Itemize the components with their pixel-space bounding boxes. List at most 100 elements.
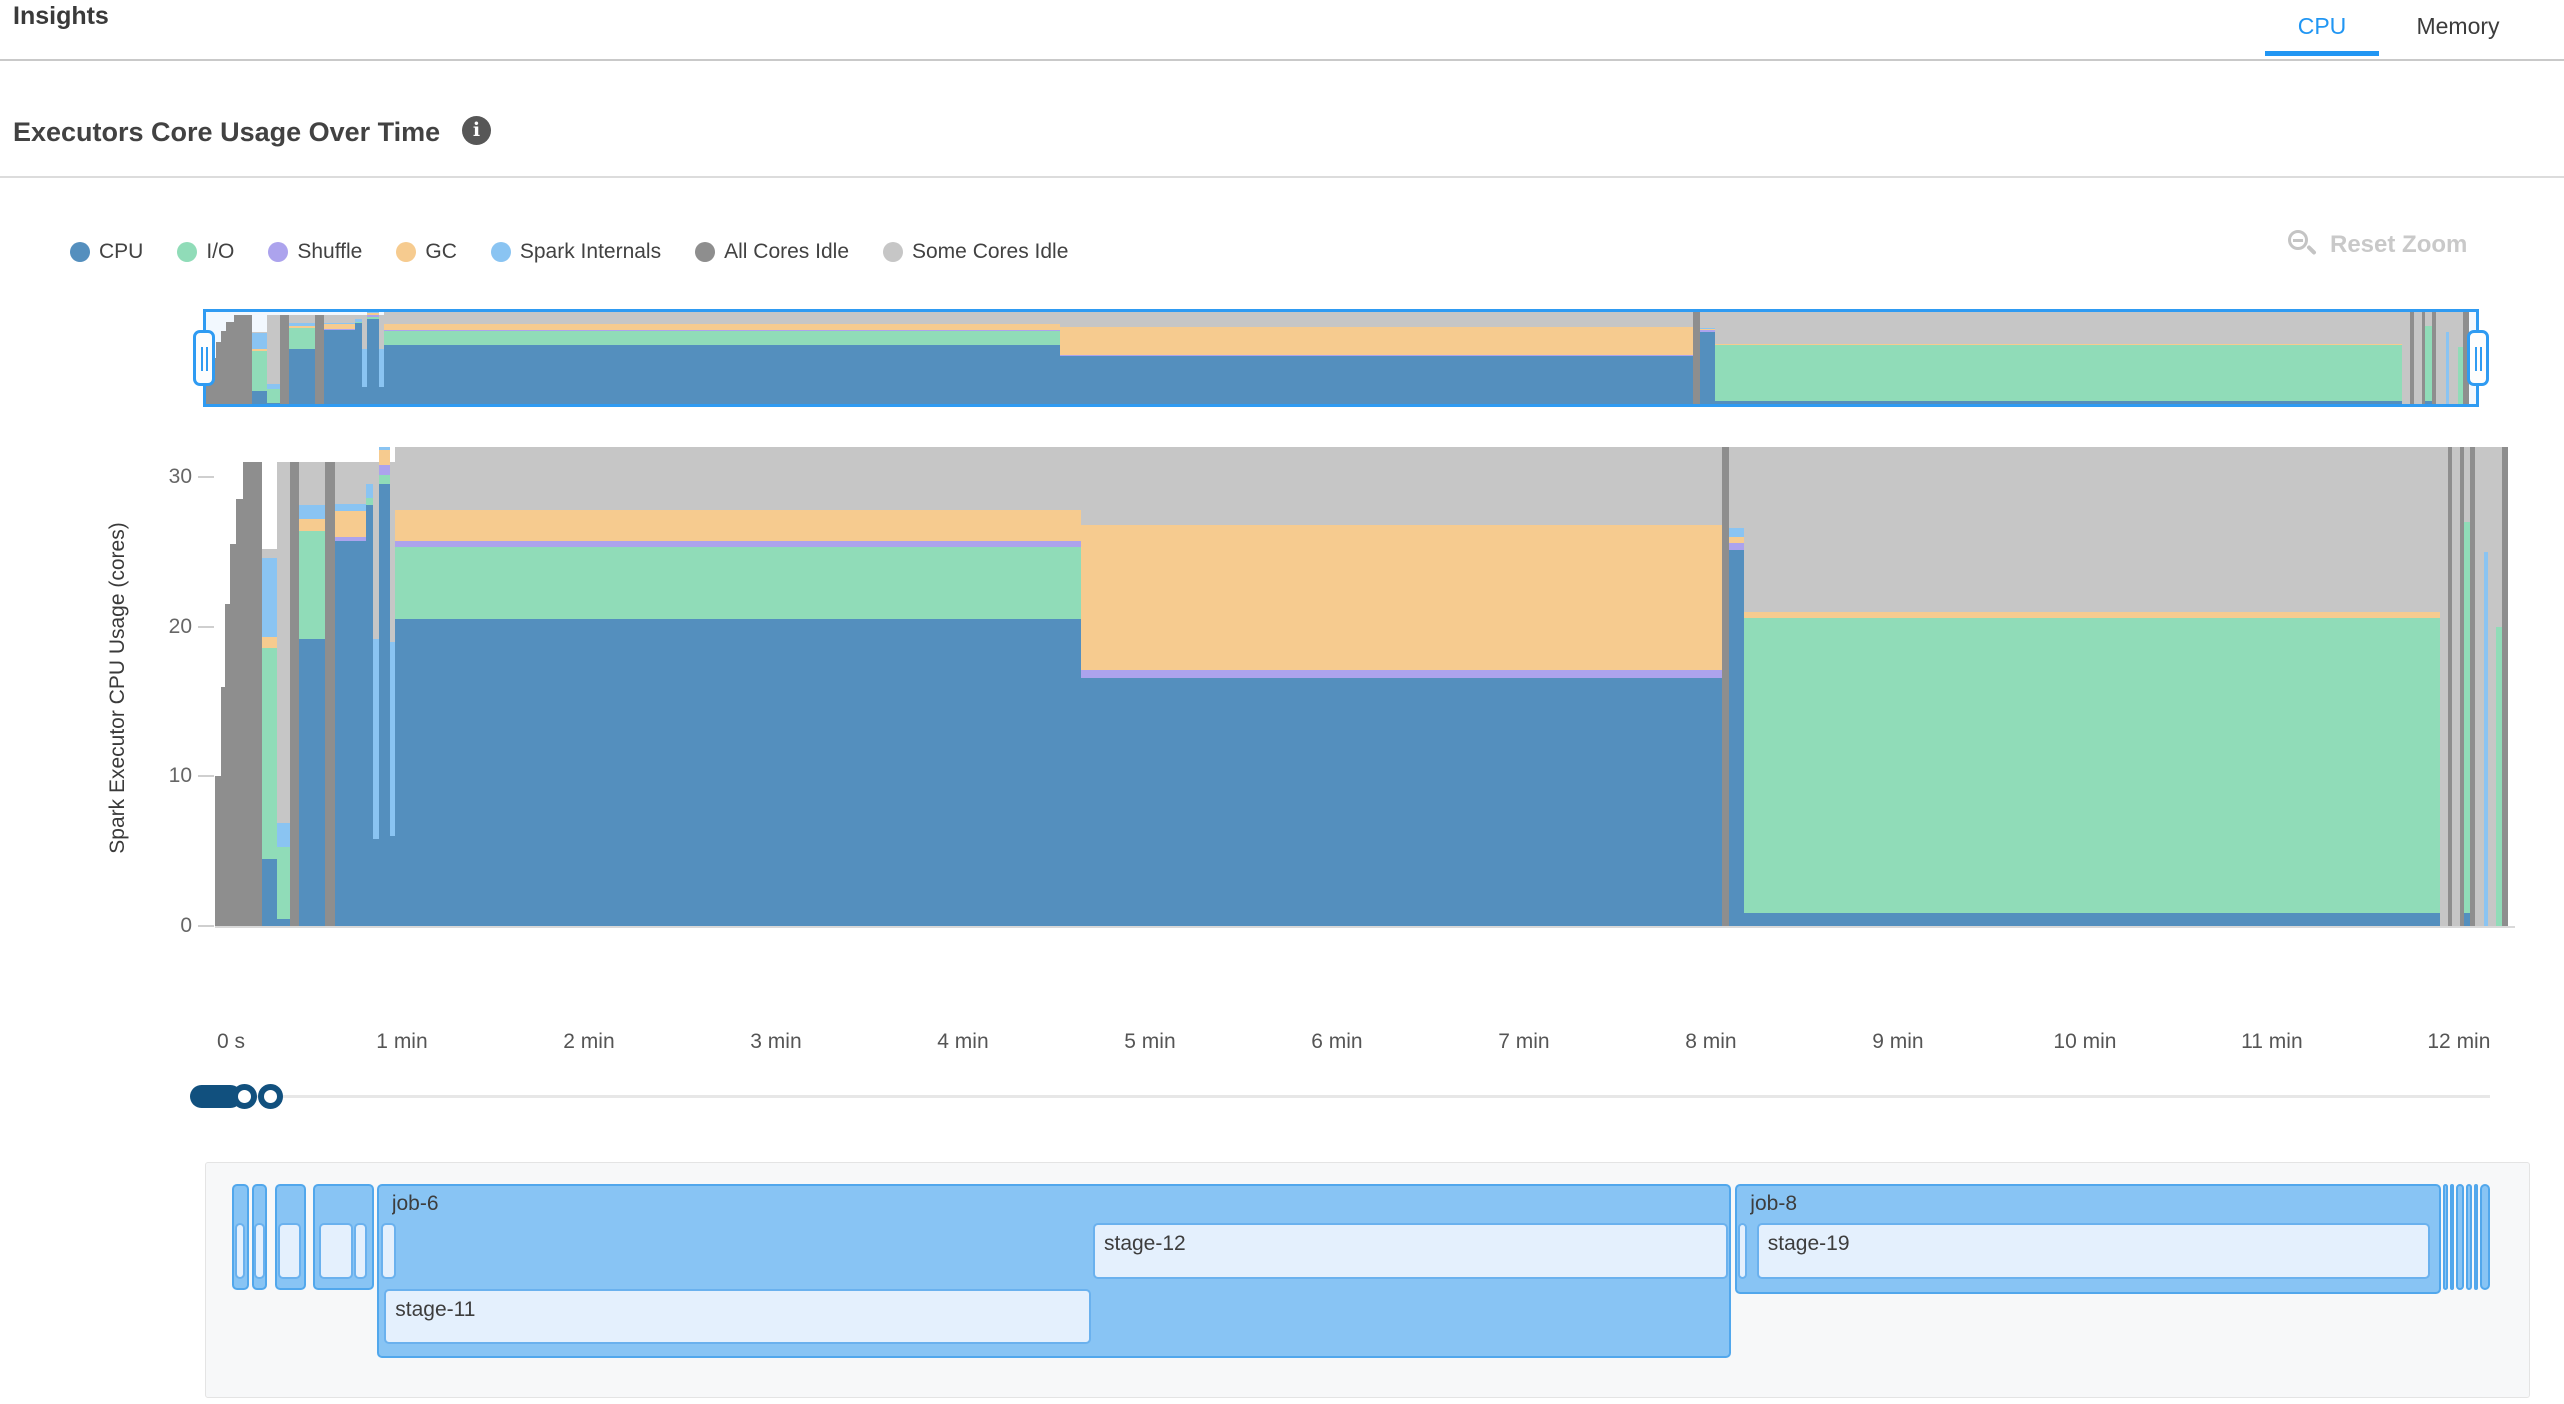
minimap-segment-all_cores_idle: [226, 322, 234, 404]
chart-segment-some_cores_idle: [276, 461, 290, 823]
brush-handle-right[interactable]: [2467, 330, 2489, 386]
gantt-job-bar[interactable]: [2465, 1184, 2473, 1290]
timeline-minimap-brush[interactable]: [193, 309, 2489, 407]
gantt-stage-bar[interactable]: [254, 1223, 265, 1279]
gantt-job-bar[interactable]: [252, 1184, 268, 1290]
slider-handle-right[interactable]: [258, 1084, 283, 1109]
y-tick-mark: [198, 925, 214, 927]
minimap-segment-cpu: [252, 391, 267, 404]
gantt-stage-bar[interactable]: [277, 1223, 302, 1279]
gantt-job-bar[interactable]: [2449, 1184, 2455, 1290]
chart-segment: [395, 447, 1081, 926]
chart-segment-some_cores_idle: [373, 461, 379, 639]
slider-handle-left[interactable]: [232, 1084, 257, 1109]
legend-item-cpu[interactable]: CPU: [70, 240, 143, 264]
chart-segment-io: [261, 647, 277, 859]
chart-segment-spark_internals: [1728, 527, 1744, 537]
minimap-segment: [206, 312, 212, 404]
minimap-segment-all_cores_idle: [216, 342, 221, 404]
gantt-stage-bar[interactable]: [354, 1223, 367, 1279]
gantt-stage-bar[interactable]: [318, 1223, 353, 1279]
info-icon[interactable]: i: [462, 116, 491, 145]
chart-segment-all_cores_idle: [215, 776, 221, 926]
minimap-segment-cpu: [266, 402, 280, 404]
chart-segment-all_cores_idle: [235, 499, 244, 926]
minimap-segment-cpu: [361, 387, 368, 404]
x-tick-label: 6 min: [1311, 1030, 1363, 1053]
gantt-job-bar-job-6[interactable]: job-6 stage-12 stage-11: [376, 1184, 1731, 1358]
minimap-segment-io: [2425, 326, 2432, 402]
x-tick-label: 1 min: [376, 1030, 428, 1053]
slider-track[interactable]: [192, 1095, 2490, 1098]
chart-segment-cpu: [378, 484, 390, 926]
gantt-job-bar[interactable]: [2456, 1184, 2464, 1290]
minimap-segment-all_cores_idle: [220, 330, 227, 404]
chart-segment: [2440, 447, 2448, 926]
gantt-job-bar-job-8[interactable]: job-8 stage-19: [1735, 1184, 2442, 1294]
chart-segment: [1080, 447, 1723, 926]
gantt-job-bar[interactable]: [231, 1184, 249, 1290]
gantt-job-bar[interactable]: [2479, 1184, 2490, 1290]
tab-memory[interactable]: Memory: [2416, 13, 2500, 39]
gantt-stage-bar-stage-12[interactable]: stage-12: [1092, 1223, 1728, 1279]
minimap-segment-some_cores_idle: [355, 314, 362, 320]
minimap-segment: [2449, 312, 2458, 404]
gantt-stage-bar-stage-19[interactable]: stage-19: [1756, 1223, 2430, 1279]
chart-segment-spark_internals: [378, 447, 390, 450]
legend-item-spark_internals[interactable]: Spark Internals: [490, 240, 661, 264]
chart-segment-gc: [299, 518, 326, 531]
chart-segment-all_cores_idle: [2459, 447, 2464, 926]
minimap-segment: [2421, 312, 2426, 404]
page-title: Insights: [13, 2, 109, 30]
chart-segment-cpu: [261, 858, 277, 926]
gantt-stage-bar[interactable]: [234, 1223, 245, 1279]
minimap-segment: [2409, 312, 2415, 404]
chart-segment: [2470, 447, 2475, 926]
reset-zoom-button[interactable]: Reset Zoom: [2288, 230, 2467, 260]
gantt-stage-bar[interactable]: [380, 1223, 396, 1279]
main-chart-plot[interactable]: [215, 447, 2515, 926]
slider-selected-range[interactable]: [190, 1085, 242, 1108]
minimap-segment-some_cores_idle: [2414, 312, 2422, 404]
chart-segment-io: [2496, 626, 2502, 926]
minimap-segment-some_cores_idle: [289, 314, 315, 324]
minimap-segment-some_cores_idle: [384, 312, 1061, 325]
chart-segment-shuffle: [1080, 670, 1723, 678]
y-tick-label: 10: [168, 764, 192, 788]
gantt-job-bar[interactable]: [274, 1184, 306, 1290]
minimap-segment: [2463, 312, 2469, 404]
legend-item-some_cores_idle[interactable]: Some Cores Idle: [883, 240, 1068, 264]
minimap-segment: [233, 312, 253, 404]
chart-segment-spark_internals: [261, 557, 277, 638]
gantt-stage-label: stage-11: [395, 1298, 476, 1321]
minimap-segment-shuffle: [324, 329, 356, 331]
legend-item-all_cores_idle[interactable]: All Cores Idle: [695, 240, 849, 264]
gantt-job-bar[interactable]: [313, 1184, 374, 1290]
minimap-segment-spark_internals: [355, 319, 362, 322]
time-range-slider[interactable]: [190, 1080, 2492, 1114]
brush-handle-left[interactable]: [193, 330, 215, 386]
x-tick-label: 4 min: [937, 1030, 989, 1053]
chart-segment-gc: [334, 511, 367, 537]
minimap-segment-io: [2457, 346, 2464, 404]
chart-segment-some_cores_idle: [299, 461, 326, 506]
legend-item-io[interactable]: I/O: [177, 240, 234, 264]
chart-segment-all_cores_idle: [225, 604, 230, 926]
legend-item-gc[interactable]: GC: [396, 240, 457, 264]
gantt-stage-bar[interactable]: [1738, 1223, 1747, 1279]
legend-item-shuffle[interactable]: Shuffle: [268, 240, 362, 264]
chart-segment-some_cores_idle: [2463, 447, 2471, 522]
tab-cpu[interactable]: CPU: [2265, 4, 2379, 56]
minimap-segment-shuffle: [1060, 354, 1694, 357]
chart-segment-io: [299, 530, 326, 639]
gantt-stage-bar-stage-11[interactable]: stage-11: [384, 1289, 1092, 1344]
minimap-segment-cpu: [1714, 401, 2403, 404]
minimap-segment-some_cores_idle: [1060, 312, 1694, 327]
gantt-job-bar[interactable]: [2443, 1184, 2448, 1290]
chart-segment: [220, 447, 226, 926]
gantt-stage-label: stage-19: [1767, 1232, 1850, 1255]
minimap-segment-all_cores_idle: [2463, 312, 2469, 404]
chart-segment: [243, 447, 262, 926]
minimap-segment: [324, 312, 356, 404]
gantt-job-bar[interactable]: [2473, 1184, 2478, 1290]
